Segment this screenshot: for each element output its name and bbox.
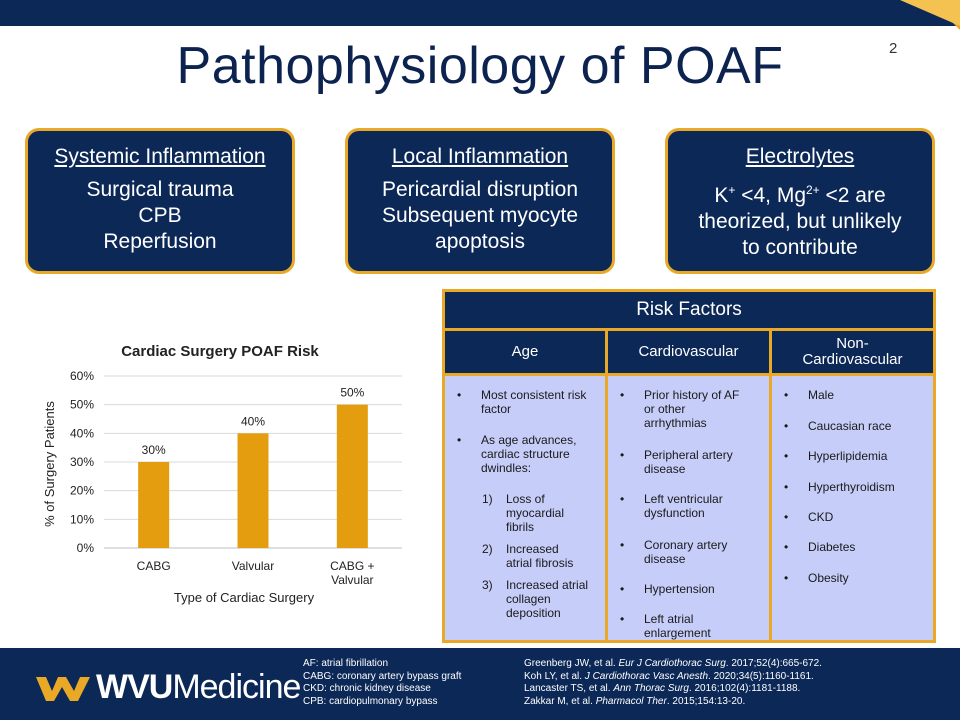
list-item: Prior history of AF or other arrhythmias [608,388,743,430]
bar-2 [237,433,269,548]
bar-3 [336,404,368,548]
references: Greenberg JW, et al. Eur J Cardiothorac … [524,658,822,708]
wvu-medicine-logo: WVUMedicine [36,668,301,707]
top-banner [0,0,960,26]
age-column: Most consistent risk factor As age advan… [445,376,605,640]
list-item: Hyperlipidemia [772,449,922,463]
footer: WVUMedicine AF: atrial fibrillation CABG… [0,648,960,720]
list-item: Left atrial enlargement [608,612,738,640]
list-item: Left ventricular dysfunction [608,492,743,520]
data-label: 40% [241,414,265,428]
reference: Zakkar M, et al. Pharmacol Ther. 2015;15… [524,695,746,707]
list-item: Diabetes [772,540,922,554]
list-item: As age advances, cardiac structure dwind… [445,433,600,475]
box-line: apoptosis [435,230,525,253]
systemic-inflammation-box: Systemic Inflammation Surgical trauma CP… [25,128,295,274]
list-item: Most consistent risk factor [445,388,595,416]
electrolytes-box: Electrolytes K+ <4, Mg2+ <2 are theorize… [665,128,935,274]
column-header-cardiovascular: Cardiovascular [608,331,769,373]
data-label: 50% [340,386,364,400]
slide-title: Pathophysiology of POAF [176,37,784,95]
column-header-age: Age [445,331,605,373]
reference: Greenberg JW, et al. Eur J Cardiothorac … [524,658,822,669]
box-line: to contribute [742,236,858,259]
y-tick-label: 50% [70,398,94,412]
box-line: Surgical trauma [86,178,234,201]
list-item: Hyperthyroidism [772,480,922,494]
list-item: Hypertension [608,582,758,596]
x-tick-label: CABG + [330,559,374,573]
list-item: Caucasian race [772,419,922,433]
list-item: Coronary artery disease [608,538,748,566]
reference: Lancaster TS, et al. Ann Thorac Surg. 20… [524,683,801,694]
data-label: 30% [142,443,166,457]
box-line: Pericardial disruption [381,178,579,201]
box-heading: Systemic Inflammation [54,145,266,168]
poaf-risk-bar-chart: Cardiac Surgery POAF Risk 0% 10% 20% 30% 40%… [42,343,402,605]
list-item: 3) Increased atrial collagen deposition [482,578,589,620]
y-tick-label: 10% [70,512,94,526]
risk-factors-title: Risk Factors [445,292,933,328]
local-inflammation-box: Local Inflammation Pericardial disruptio… [345,128,615,274]
y-tick-label: 60% [70,369,94,383]
y-axis-label: % of Surgery Patients [42,401,57,527]
cardiovascular-column: Prior history of AF or other arrhythmias… [608,376,769,640]
x-tick-label: CABG [137,559,171,573]
list-item: Male [772,388,922,402]
box-line: Reperfusion [103,230,217,253]
y-tick-label: 20% [70,484,94,498]
list-item: CKD [772,510,922,524]
abbreviations: AF: atrial fibrillation CABG: coronary a… [303,658,462,707]
y-tick-label: 0% [77,541,95,555]
y-tick-label: 30% [70,455,94,469]
box-line: CPB [138,204,182,227]
box-line: Subsequent myocyte [381,204,579,227]
list-item: 1) Loss of myocardial fibrils [482,492,565,534]
column-header-non-cardiovascular: Non- Cardiovascular [772,331,933,373]
page-number: 2 [889,40,898,57]
bar-1 [138,462,170,548]
list-item: Peripheral artery disease [608,448,758,476]
list-item: Obesity [772,571,922,585]
x-tick-label: Valvular [331,573,373,587]
chart-title: Cardiac Surgery POAF Risk [121,343,319,360]
flying-wv-icon [36,676,90,701]
corner-accent-light [900,0,960,26]
non-cardiovascular-column: Male Caucasian race Hyperlipidemia Hyper… [772,376,933,640]
box-heading: Electrolytes [745,145,855,168]
reference: Koh LY, et al. J Cardiothorac Vasc Anest… [524,670,814,682]
box-heading: Local Inflammation [391,145,569,168]
x-axis-label: Type of Cardiac Surgery [174,590,315,605]
x-tick-label: Valvular [232,559,274,573]
list-item: 2) Increased atrial fibrosis [482,542,574,570]
box-line: theorized, but unlikely [698,210,902,233]
y-tick-label: 40% [70,426,94,440]
box-line: K+ <4, Mg2+ <2 are [714,183,886,207]
